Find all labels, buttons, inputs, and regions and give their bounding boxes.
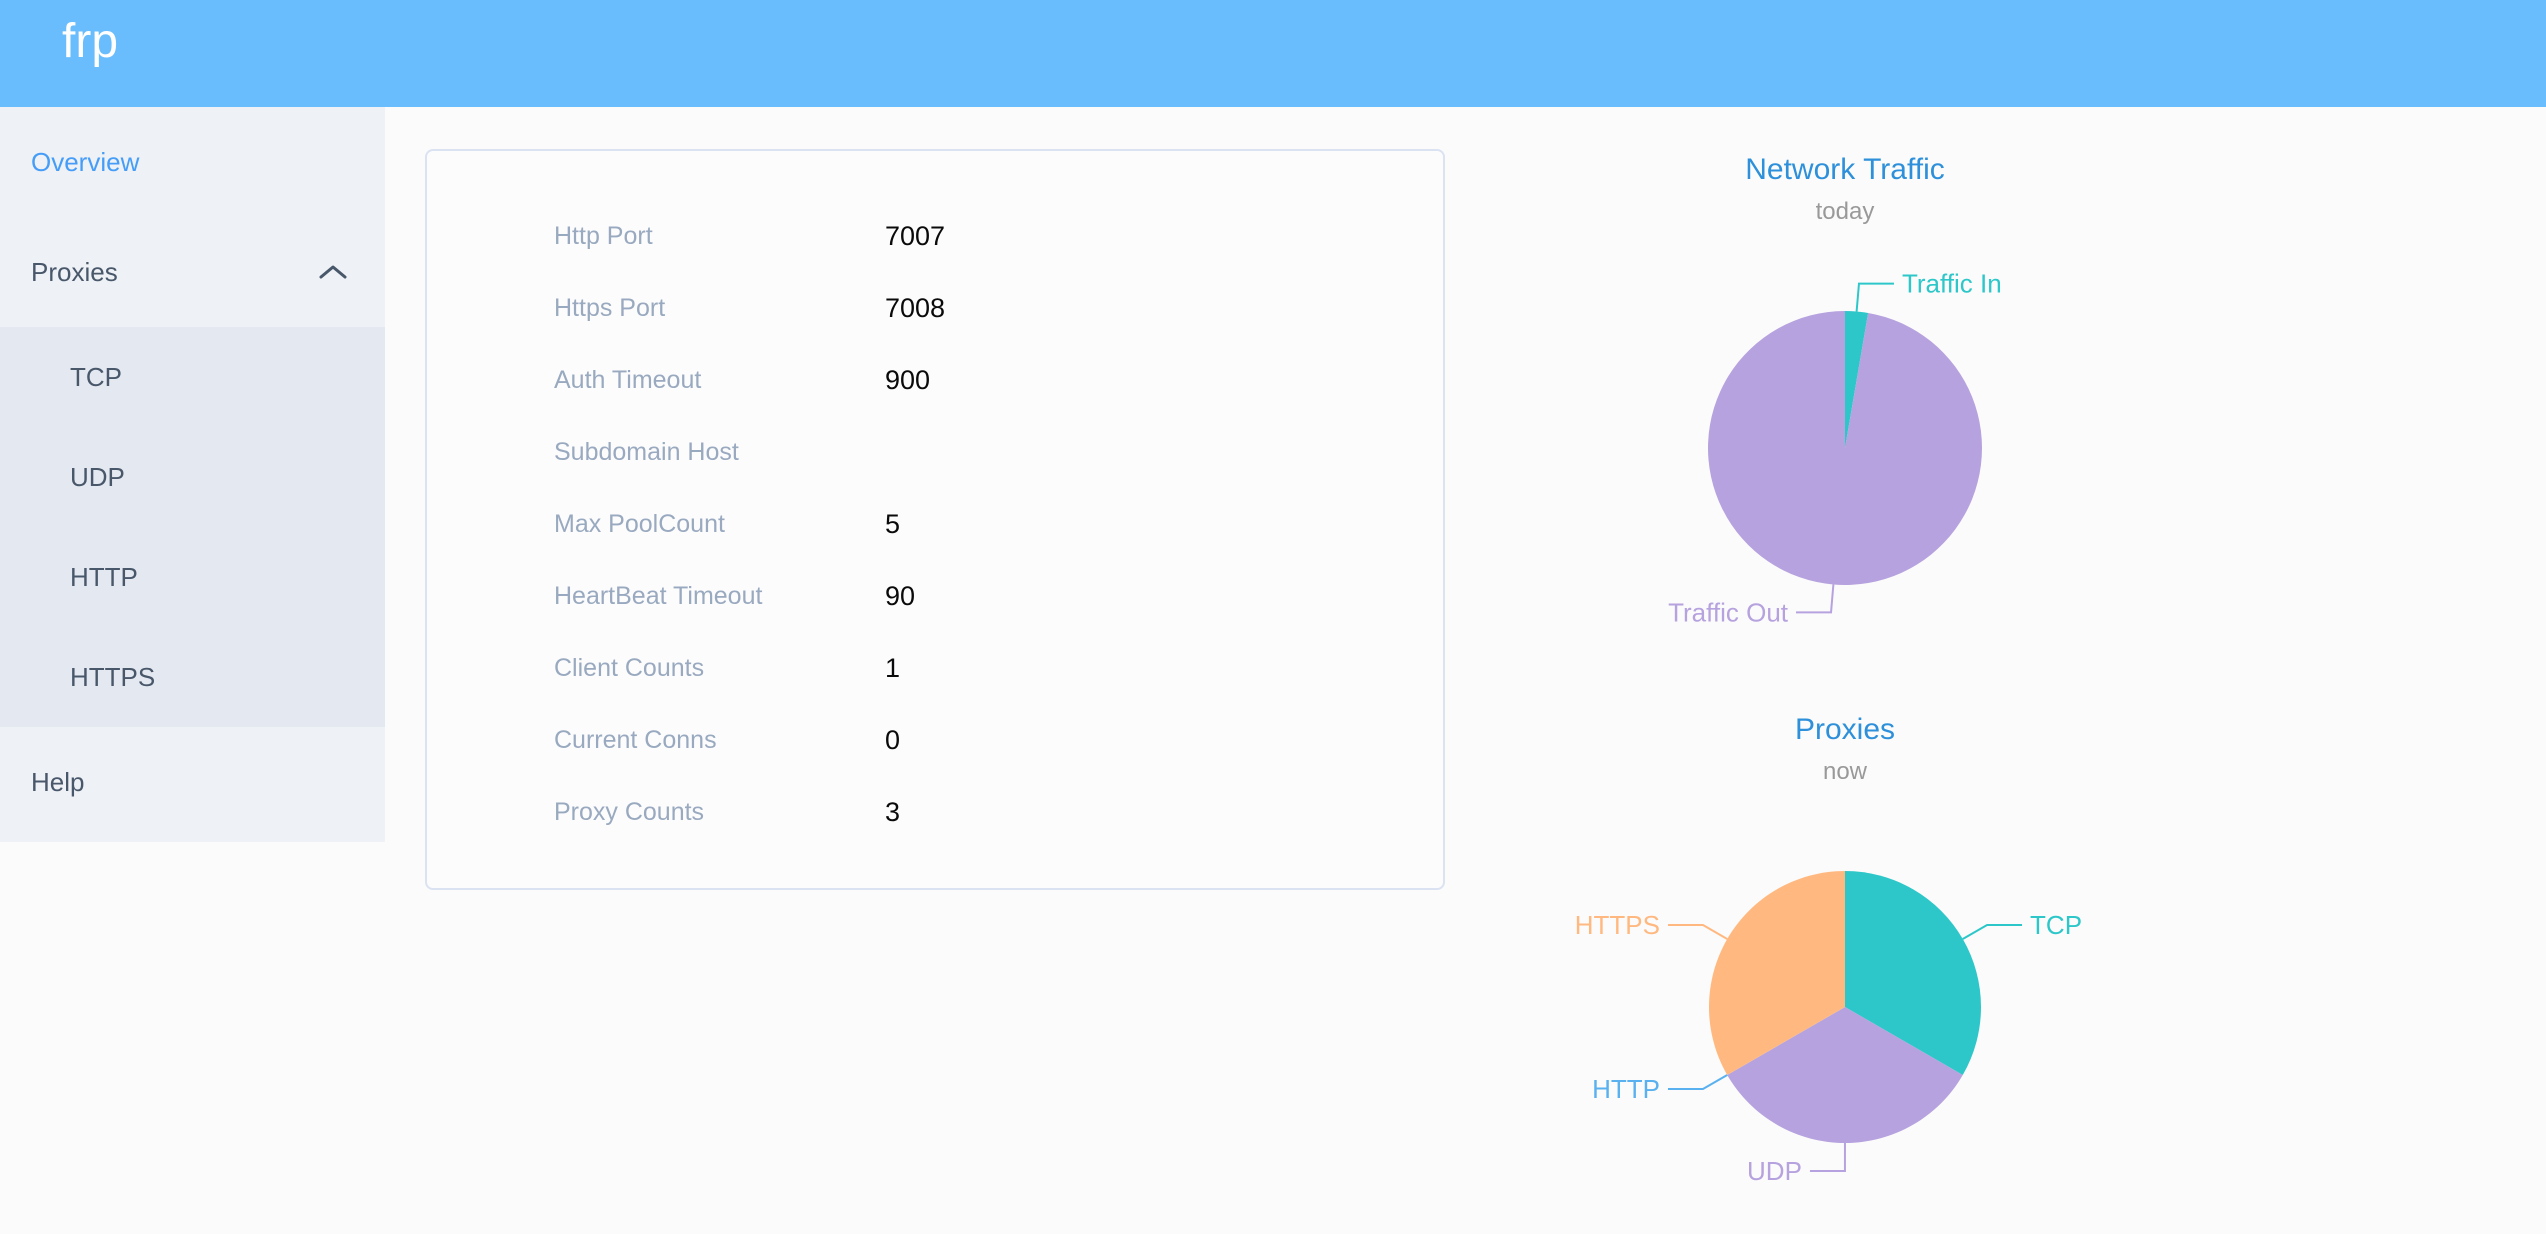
sidebar: Overview Proxies TCP UDP HTTP HTTPS Help bbox=[0, 107, 385, 842]
chart-title: Network Traffic bbox=[1745, 153, 1945, 186]
pie-label-traffic-out: Traffic Out bbox=[1668, 597, 1789, 627]
sidebar-item-tcp[interactable]: TCP bbox=[0, 327, 385, 427]
app-header: frp bbox=[0, 0, 2546, 107]
sidebar-item-label: HTTP bbox=[70, 561, 138, 592]
config-value: 3 bbox=[885, 796, 901, 827]
config-row: Client Counts 1 bbox=[427, 632, 1443, 704]
pie-slice-traffic-out[interactable] bbox=[1708, 311, 1982, 585]
sidebar-item-label: TCP bbox=[70, 361, 122, 392]
config-label: Client Counts bbox=[554, 653, 705, 682]
config-label: Current Conns bbox=[554, 725, 717, 754]
pie-label-http: HTTP bbox=[1592, 1074, 1660, 1104]
chevron-up-icon bbox=[319, 265, 347, 279]
config-row: Https Port 7008 bbox=[427, 272, 1443, 344]
proxies-pie: TCP UDP HTTP HTTPS bbox=[1575, 871, 2082, 1186]
sidebar-item-https[interactable]: HTTPS bbox=[0, 627, 385, 727]
pie-label-udp: UDP bbox=[1747, 1156, 1802, 1186]
config-row: Proxy Counts 3 bbox=[427, 776, 1443, 848]
sidebar-item-proxies[interactable]: Proxies bbox=[0, 217, 385, 327]
pie-slice-https[interactable] bbox=[1709, 871, 1845, 1075]
pie-label-traffic-in: Traffic In bbox=[1902, 269, 2002, 299]
network-traffic-chart: Network Traffic today Traffic In Traffic … bbox=[1545, 148, 2145, 688]
sidebar-item-udp[interactable]: UDP bbox=[0, 427, 385, 527]
config-label: Https Port bbox=[554, 293, 666, 322]
config-value: 5 bbox=[885, 508, 901, 539]
sidebar-item-help[interactable]: Help bbox=[0, 727, 385, 838]
config-label: Http Port bbox=[554, 221, 653, 250]
config-row: Current Conns 0 bbox=[427, 704, 1443, 776]
pie-label-line-https bbox=[1667, 923, 1728, 940]
sidebar-item-overview[interactable]: Overview bbox=[0, 107, 385, 217]
frp-logo: frp bbox=[62, 15, 119, 68]
pie-slice-traffic-in[interactable] bbox=[1845, 311, 1869, 448]
chart-subtitle: now bbox=[1822, 758, 1868, 785]
config-row: Http Port 7007 bbox=[427, 200, 1443, 272]
config-row: Max PoolCount 5 bbox=[427, 488, 1443, 560]
sidebar-item-label: HTTPS bbox=[70, 661, 156, 692]
config-value: 7007 bbox=[885, 220, 946, 251]
config-value: 0 bbox=[885, 724, 901, 755]
config-label: Auth Timeout bbox=[554, 365, 702, 394]
config-label: HeartBeat Timeout bbox=[554, 581, 763, 610]
server-config-card: Http Port 7007 Https Port 7008 Auth Time… bbox=[425, 149, 1445, 890]
pie-label-line-traffic-out bbox=[1796, 584, 1835, 614]
config-row: HeartBeat Timeout 90 bbox=[427, 560, 1443, 632]
proxies-chart: Proxies now TCP UDP HTTP HTTPS bbox=[1545, 708, 2145, 1234]
pie-label-https: HTTPS bbox=[1575, 910, 1660, 940]
pie-label-line-udp bbox=[1809, 1142, 1846, 1172]
config-label: Proxy Counts bbox=[554, 797, 705, 826]
pie-label-line-tcp bbox=[1962, 924, 2023, 940]
pie-slice-udp[interactable] bbox=[1727, 1007, 1963, 1143]
config-label: Max PoolCount bbox=[554, 509, 725, 538]
config-value: 90 bbox=[885, 580, 916, 611]
network-traffic-pie: Traffic In Traffic Out bbox=[1668, 269, 2002, 628]
pie-label-line-traffic-in bbox=[1855, 282, 1894, 312]
config-row: Subdomain Host bbox=[427, 416, 1443, 488]
config-row: Auth Timeout 900 bbox=[427, 344, 1443, 416]
chart-subtitle: today bbox=[1815, 198, 1875, 225]
pie-label-tcp: TCP bbox=[2030, 910, 2082, 940]
sidebar-submenu-proxies: TCP UDP HTTP HTTPS bbox=[0, 327, 385, 727]
config-value: 1 bbox=[885, 652, 901, 683]
chart-title: Proxies bbox=[1794, 713, 1896, 746]
config-label: Subdomain Host bbox=[554, 437, 739, 466]
pie-label-line-http bbox=[1667, 1074, 1728, 1090]
pie-slice-tcp[interactable] bbox=[1845, 871, 1981, 1076]
sidebar-item-label: UDP bbox=[70, 461, 125, 492]
config-value: 7008 bbox=[885, 292, 946, 323]
sidebar-item-label: Help bbox=[31, 767, 85, 797]
sidebar-item-label: Proxies bbox=[31, 256, 118, 287]
sidebar-item-http[interactable]: HTTP bbox=[0, 527, 385, 627]
sidebar-item-label: Overview bbox=[31, 146, 140, 177]
config-value: 900 bbox=[885, 364, 931, 395]
